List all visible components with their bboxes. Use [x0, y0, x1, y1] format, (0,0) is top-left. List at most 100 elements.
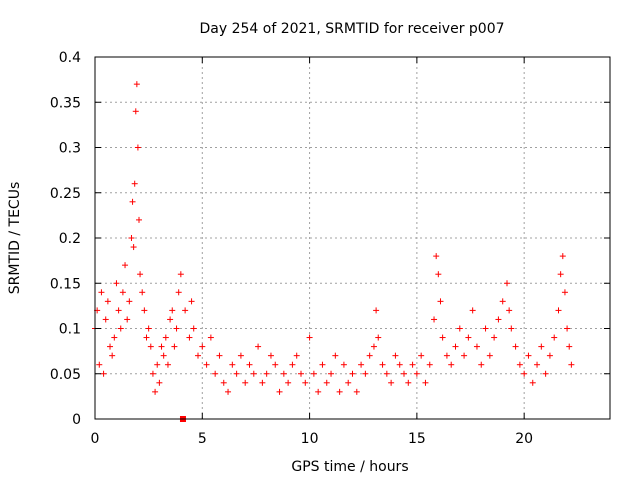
data-point: [469, 307, 476, 314]
x-tick-label: 10: [301, 431, 319, 447]
data-point: [504, 280, 510, 287]
data-point: [188, 298, 195, 305]
data-point: [373, 307, 380, 314]
data-point: [216, 352, 223, 359]
data-point: [147, 343, 154, 350]
data-point: [212, 370, 219, 377]
data-point: [409, 361, 416, 368]
data-point: [263, 370, 270, 377]
y-tick-label: 0.1: [59, 322, 81, 338]
data-point: [109, 352, 116, 359]
data-point: [122, 262, 129, 269]
data-point: [171, 343, 178, 350]
y-axis-label: SRMTID / TECUs: [7, 182, 23, 295]
data-point: [143, 334, 150, 341]
data-point: [345, 379, 352, 386]
data-point: [564, 325, 571, 332]
data-point: [306, 334, 313, 341]
data-point: [141, 307, 148, 314]
data-point: [289, 361, 296, 368]
x-tick-label: 0: [91, 431, 100, 447]
data-point: [431, 316, 438, 323]
data-point: [559, 253, 566, 260]
data-point: [199, 343, 206, 350]
data-point: [154, 361, 161, 368]
data-point: [568, 361, 575, 368]
y-tick-label: 0.15: [50, 276, 81, 292]
data-point: [195, 352, 201, 359]
data-point: [98, 289, 105, 296]
data-point: [366, 352, 373, 359]
data-point: [190, 325, 197, 332]
y-axis-ticks: 0 0.05 0.1 0.15 0.2 0.25 0.3 0.35 0.4: [50, 50, 610, 428]
data-point: [302, 379, 309, 386]
data-point: [285, 379, 292, 386]
data-point: [566, 343, 573, 350]
data-point: [516, 361, 523, 368]
chart-title: Day 254 of 2021, SRMTID for receiver p00…: [199, 21, 504, 37]
data-point: [396, 361, 403, 368]
data-point: [323, 379, 330, 386]
data-point: [102, 316, 109, 323]
data-point: [237, 352, 244, 359]
data-point: [465, 334, 472, 341]
data-point: [139, 289, 146, 296]
data-point: [134, 144, 141, 151]
x-axis-label: GPS time / hours: [291, 459, 408, 475]
data-point: [561, 289, 568, 296]
data-point: [107, 343, 114, 350]
data-point: [175, 289, 182, 296]
data-point: [542, 370, 549, 377]
data-point: [186, 334, 193, 341]
x-tick-label: 5: [198, 431, 207, 447]
y-tick-label: 0.25: [50, 186, 81, 202]
x-tick-label: 20: [515, 431, 533, 447]
data-point: [259, 379, 266, 386]
data-point: [315, 388, 322, 395]
data-point: [486, 352, 493, 359]
data-point: [546, 352, 553, 359]
data-point: [353, 388, 360, 395]
y-tick-label: 0.4: [59, 50, 81, 66]
data-point: [177, 271, 184, 278]
data-point: [111, 334, 118, 341]
data-point: [126, 298, 133, 305]
data-point: [336, 388, 343, 395]
data-point: [233, 370, 240, 377]
data-point: [96, 361, 103, 368]
data-point: [160, 352, 167, 359]
data-point: [167, 316, 174, 323]
data-points: [92, 81, 575, 422]
data-point: [229, 361, 236, 368]
data-point: [557, 271, 564, 278]
data-point: [124, 316, 131, 323]
data-point: [319, 361, 326, 368]
data-point: [276, 388, 283, 395]
data-point: [495, 316, 502, 323]
y-tick-label: 0.3: [59, 141, 81, 157]
y-tick-label: 0.05: [50, 367, 81, 383]
data-point: [392, 352, 399, 359]
data-point: [293, 352, 300, 359]
data-point: [280, 370, 287, 377]
data-point: [310, 370, 317, 377]
data-point: [422, 379, 429, 386]
data-point: [349, 370, 356, 377]
data-point: [255, 343, 262, 350]
y-tick-label: 0.2: [59, 231, 81, 247]
data-point: [145, 325, 152, 332]
data-point: [158, 343, 165, 350]
data-point: [506, 307, 513, 314]
grid-lines: [95, 57, 610, 419]
data-point: [220, 379, 227, 386]
data-point: [119, 289, 126, 296]
data-point: [129, 198, 136, 205]
data-point: [340, 361, 347, 368]
data-point: [298, 370, 304, 377]
data-point: [207, 334, 214, 341]
y-tick-label: 0.35: [50, 95, 81, 111]
data-point: [555, 307, 562, 314]
data-point: [117, 325, 124, 332]
data-point: [132, 108, 139, 115]
